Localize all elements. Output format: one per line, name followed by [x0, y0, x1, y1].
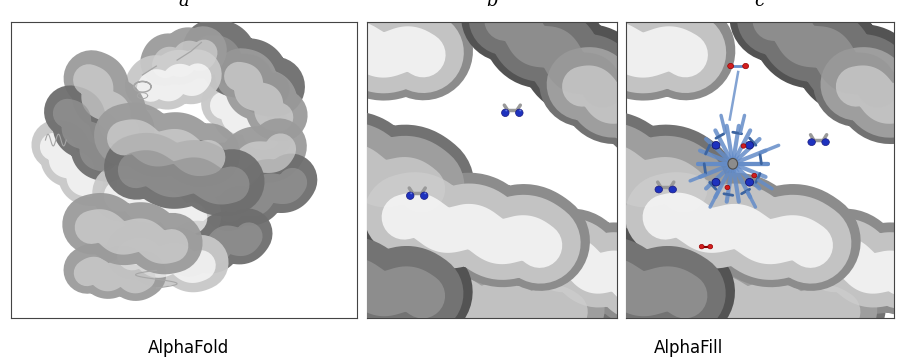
Ellipse shape — [712, 142, 720, 149]
Text: c: c — [754, 0, 765, 10]
Ellipse shape — [669, 186, 677, 193]
Ellipse shape — [728, 64, 733, 69]
Ellipse shape — [707, 244, 713, 249]
Ellipse shape — [725, 185, 730, 190]
Ellipse shape — [407, 192, 414, 199]
Text: AlphaFold: AlphaFold — [148, 339, 230, 357]
Ellipse shape — [516, 109, 523, 117]
Ellipse shape — [655, 186, 662, 193]
Text: b: b — [487, 0, 498, 10]
Ellipse shape — [519, 110, 521, 111]
Ellipse shape — [699, 244, 704, 249]
Ellipse shape — [808, 139, 815, 145]
Circle shape — [728, 158, 738, 169]
Text: AlphaFill: AlphaFill — [654, 339, 723, 357]
Text: a: a — [179, 0, 189, 10]
Ellipse shape — [745, 142, 753, 149]
Ellipse shape — [741, 144, 746, 148]
Ellipse shape — [712, 178, 720, 186]
Ellipse shape — [501, 109, 509, 117]
Ellipse shape — [745, 178, 753, 186]
Ellipse shape — [822, 139, 829, 145]
Ellipse shape — [420, 192, 428, 199]
Ellipse shape — [410, 192, 412, 194]
Ellipse shape — [742, 64, 749, 69]
Ellipse shape — [424, 192, 427, 194]
Ellipse shape — [752, 173, 757, 178]
Ellipse shape — [505, 110, 508, 111]
